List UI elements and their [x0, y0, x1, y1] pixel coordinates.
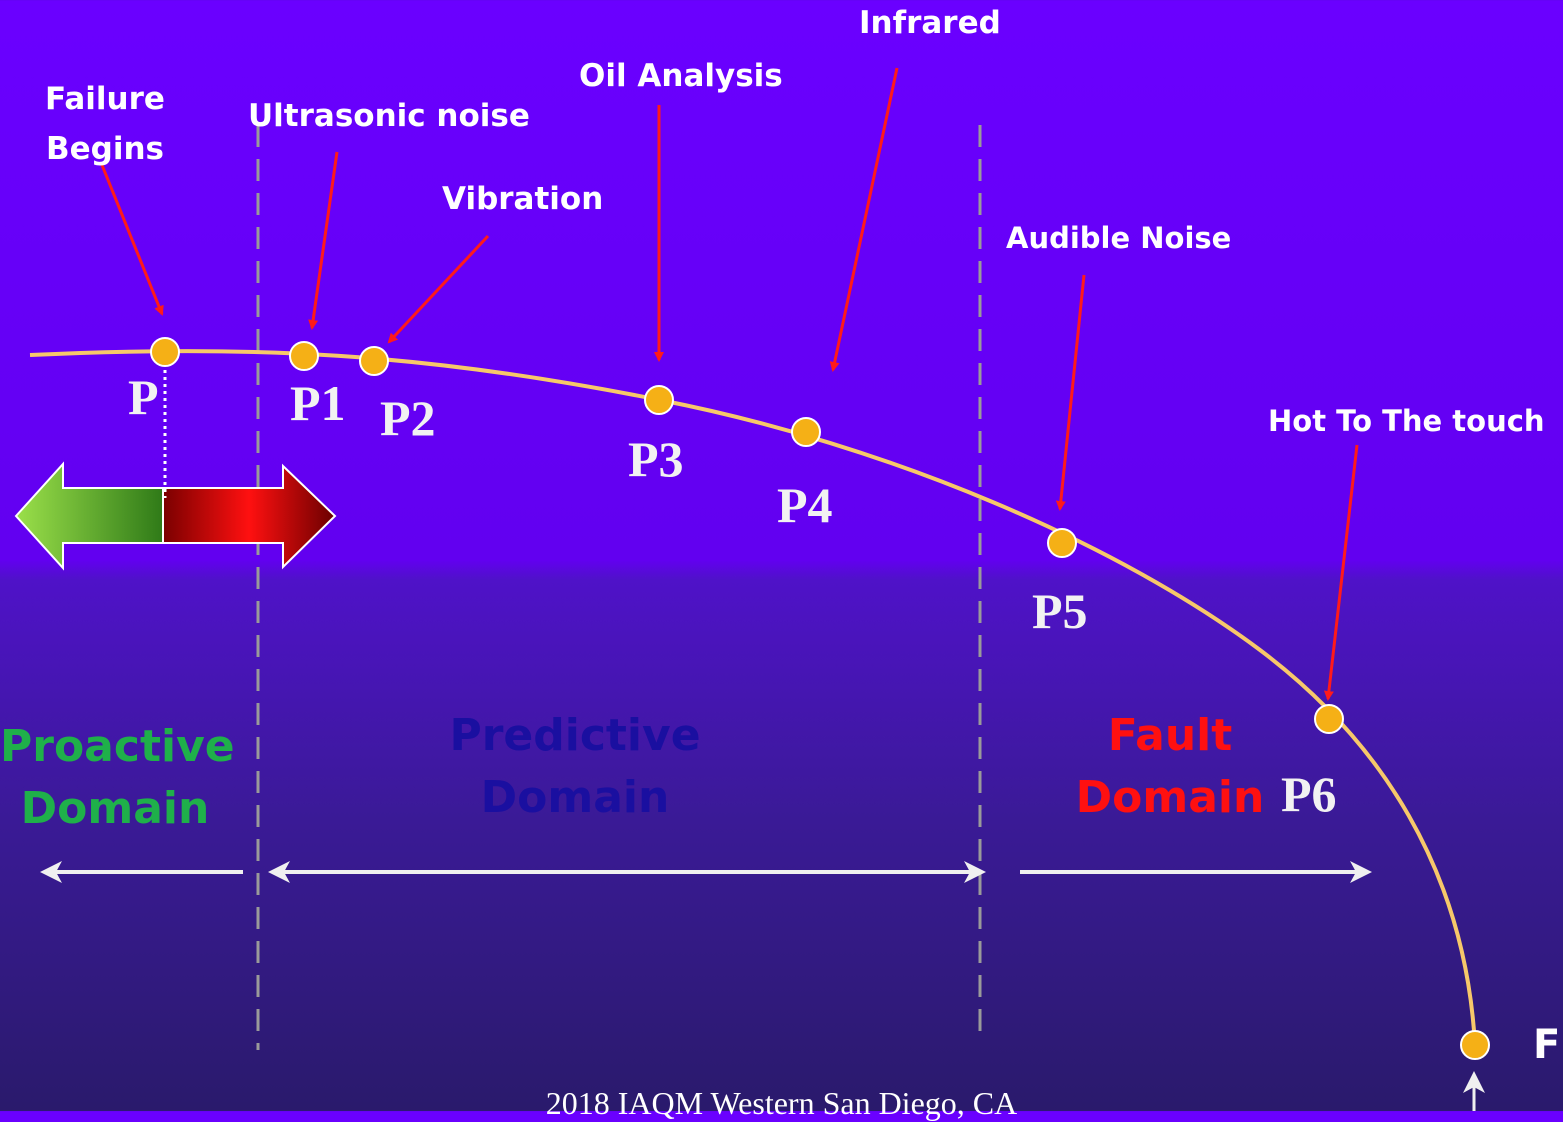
dot-p4 — [791, 417, 821, 447]
dot-p1 — [289, 341, 319, 371]
arrow-infrared — [829, 67, 899, 372]
domain-predictive-line2: Domain — [480, 772, 670, 823]
domain-label-predictive: Predictive Domain — [430, 705, 720, 829]
label-hot-to-touch: Hot To The touch — [1268, 404, 1545, 438]
proactive-arrow-right — [162, 463, 337, 570]
label-infrared: Infrared — [859, 5, 1001, 41]
label-audible-noise: Audible Noise — [1006, 221, 1232, 255]
domain-fault-line1: Fault — [1107, 710, 1233, 761]
pf-curve — [29, 349, 1477, 1046]
point-label-p6: P6 — [1281, 766, 1337, 822]
label-oil-analysis: Oil Analysis — [579, 58, 783, 94]
point-label-p1: P1 — [290, 375, 346, 431]
dot-p5 — [1047, 528, 1077, 558]
proactive-arrow-left — [14, 461, 164, 571]
domain-proactive-line2: Domain — [20, 783, 210, 834]
label-ultrasonic-noise: Ultrasonic noise — [248, 98, 530, 134]
dot-p2 — [359, 346, 389, 376]
domain-predictive-line1: Predictive — [449, 710, 701, 761]
domain-fault-line2: Domain — [1075, 772, 1265, 823]
arrow-hot-to-touch — [1323, 444, 1359, 701]
point-label-f: F — [1533, 1022, 1561, 1068]
point-label-p: P — [128, 369, 159, 425]
domain-label-fault: Fault Domain — [1070, 705, 1270, 829]
point-label-p5: P5 — [1032, 583, 1088, 639]
arrow-failure-begins — [100, 164, 164, 316]
domain-proactive-line1: Proactive — [0, 721, 235, 772]
arrow-audible-noise — [1055, 274, 1086, 511]
dot-p — [150, 337, 180, 367]
arrow-vibration — [387, 234, 490, 344]
arrow-ultrasonic — [308, 151, 339, 330]
dot-p6 — [1314, 704, 1344, 734]
label-vibration: Vibration — [442, 181, 604, 217]
point-label-p3: P3 — [628, 431, 684, 487]
domain-label-proactive: Proactive Domain — [0, 716, 235, 840]
point-label-p4: P4 — [777, 477, 833, 533]
label-failure-begins: Failure Begins — [45, 81, 165, 167]
footer-caption: 2018 IAQM Western San Diego, CA — [545, 1085, 1018, 1121]
dot-p3 — [644, 385, 674, 415]
dot-f — [1460, 1030, 1490, 1060]
point-label-p2: P2 — [380, 390, 436, 446]
